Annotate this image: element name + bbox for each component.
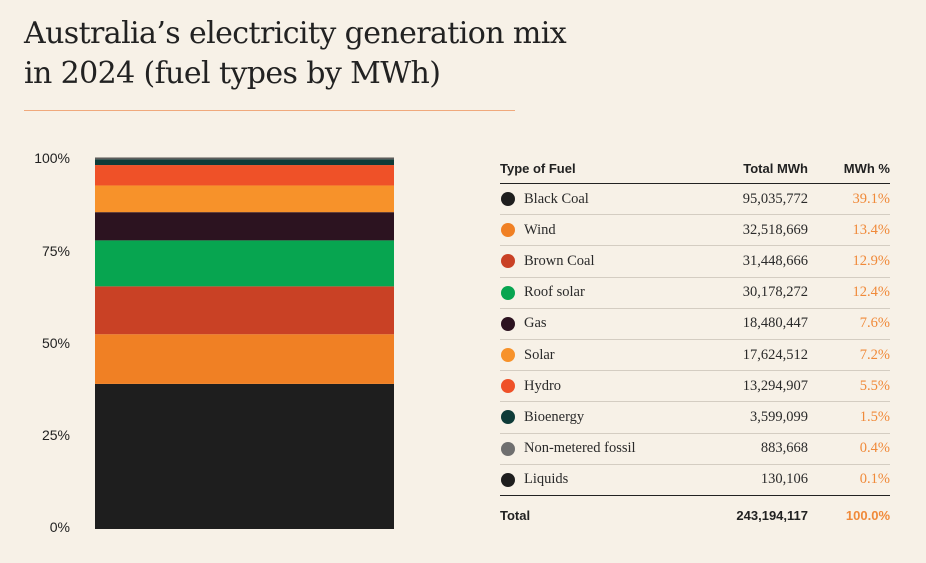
percent-cell: 1.5%: [859, 408, 890, 425]
bar-segment-bioenergy: [95, 159, 394, 166]
bar-segment-gas: [95, 212, 394, 241]
table-row: Black Coal 95,035,772 39.1%: [500, 184, 890, 216]
table-row: Wind 32,518,669 13.4%: [500, 215, 890, 247]
table-row: Roof solar 30,178,272 12.4%: [500, 278, 890, 309]
percent-cell: 0.4%: [859, 440, 890, 457]
fuel-cell: Roof solar: [500, 284, 668, 301]
percent-cell: 39.1%: [852, 190, 890, 207]
bar-segment-solar: [95, 185, 394, 213]
legend-dot-icon: [501, 223, 515, 238]
legend-dot-icon: [501, 379, 515, 394]
legend-dot-icon: [501, 348, 515, 363]
total-percent: 100.0%: [845, 508, 890, 524]
stacked-bar-chart: [95, 157, 394, 529]
y-tick-label: 50%: [41, 335, 70, 351]
legend-dot-icon: [501, 441, 515, 456]
legend-dot-icon: [501, 285, 515, 300]
mwh-cell: 18,480,447: [742, 315, 808, 332]
bar-segment-black-coal: [95, 383, 394, 529]
legend-dot-icon: [501, 316, 515, 331]
table-row: Non-metered fossil 883,668 0.4%: [500, 434, 890, 465]
fuel-cell: Wind: [500, 222, 668, 239]
fuel-cell: Non-metered fossil: [500, 440, 668, 457]
bar-segment-roof-solar: [95, 240, 394, 287]
table-row: Liquids 130,106 0.1%: [500, 465, 890, 496]
percent-cell: 12.4%: [852, 284, 890, 301]
legend-dot-icon: [501, 410, 515, 425]
header-total-mwh: Total MWh: [743, 160, 808, 176]
percent-cell: 0.1%: [859, 471, 890, 488]
fuel-name: Gas: [524, 315, 547, 332]
table-body: Black Coal 95,035,772 39.1% Wind 32,518,669 1…: [500, 184, 890, 496]
percent-cell: 7.2%: [859, 346, 890, 363]
fuel-name: Wind: [524, 221, 556, 238]
percent-cell: 12.9%: [852, 252, 890, 269]
fuel-cell: Bioenergy: [500, 409, 668, 426]
mwh-cell: 883,668: [760, 440, 808, 457]
fuel-name: Liquids: [524, 471, 569, 488]
chart-title-line-2: in 2024 (fuel types by MWh): [24, 56, 441, 91]
y-tick-label: 25%: [41, 427, 70, 443]
fuel-cell: Gas: [500, 315, 668, 332]
bar-segment-wind: [95, 334, 394, 384]
fuel-name: Solar: [524, 346, 555, 363]
percent-cell: 5.5%: [859, 377, 890, 394]
y-tick-label: 0%: [49, 519, 70, 535]
mwh-cell: 13,294,907: [742, 377, 808, 394]
table-row: Solar 17,624,512 7.2%: [500, 340, 890, 372]
mwh-cell: 32,518,669: [742, 221, 808, 238]
mwh-cell: 95,035,772: [742, 190, 808, 207]
table-total-row: Total 243,194,117 100.0%: [500, 496, 890, 536]
legend-dot-icon: [501, 254, 515, 269]
bar-segment-liquids: [95, 157, 394, 159]
header-fuel-type: Type of Fuel: [500, 160, 576, 176]
fuel-cell: Brown Coal: [500, 253, 668, 270]
header-mwh-percent: MWh %: [843, 160, 890, 176]
bar-segment-brown-coal: [95, 286, 394, 335]
fuel-name: Non-metered fossil: [524, 440, 636, 457]
total-label: Total: [500, 508, 531, 524]
y-tick-label: 100%: [34, 150, 70, 166]
fuel-name: Brown Coal: [524, 252, 595, 269]
legend-dot-icon: [501, 192, 515, 207]
mwh-cell: 3,599,099: [750, 408, 808, 425]
mwh-cell: 31,448,666: [742, 252, 808, 269]
fuel-cell: Solar: [500, 347, 668, 364]
fuel-name: Bioenergy: [524, 408, 585, 425]
table-header: Type of Fuel Total MWh MWh %: [500, 153, 890, 184]
total-mwh: 243,194,117: [736, 508, 808, 524]
fuel-name: Black Coal: [524, 190, 589, 207]
title-divider: [24, 110, 515, 111]
table-row: Bioenergy 3,599,099 1.5%: [500, 402, 890, 434]
fuel-cell: Liquids: [500, 471, 668, 488]
mwh-cell: 130,106: [760, 471, 808, 488]
fuel-cell: Black Coal: [500, 191, 668, 208]
bar-segment-hydro: [95, 165, 394, 186]
percent-cell: 13.4%: [852, 221, 890, 238]
table-row: Hydro 13,294,907 5.5%: [500, 371, 890, 403]
percent-cell: 7.6%: [859, 315, 890, 332]
fuel-name: Roof solar: [524, 284, 585, 301]
chart-title: Australia’s electricity generation mix i…: [24, 14, 567, 94]
y-tick-label: 75%: [41, 243, 70, 259]
chart-title-line-1: Australia’s electricity generation mix: [24, 16, 567, 51]
bar-segment-non-metered-fossil: [95, 158, 394, 160]
fuel-cell: Hydro: [500, 378, 668, 395]
table-row: Gas 18,480,447 7.6%: [500, 309, 890, 340]
mwh-cell: 17,624,512: [742, 346, 808, 363]
legend-dot-icon: [501, 472, 515, 487]
mwh-cell: 30,178,272: [742, 284, 808, 301]
fuel-table: Type of Fuel Total MWh MWh % Black Coal 9…: [500, 153, 890, 536]
fuel-name: Hydro: [524, 377, 562, 394]
table-row: Brown Coal 31,448,666 12.9%: [500, 246, 890, 278]
